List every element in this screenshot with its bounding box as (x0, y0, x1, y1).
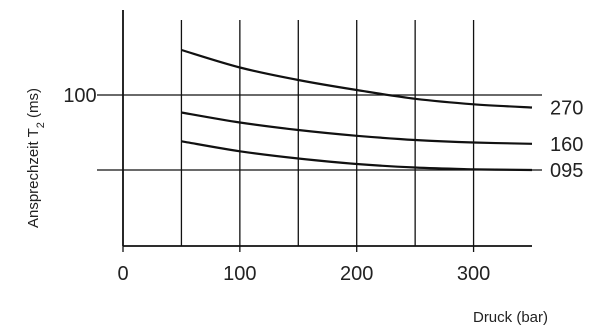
x-tick-label-200: 200 (340, 263, 373, 285)
series-line-160 (181, 111, 533, 145)
x-axis-label: Druck (bar) (473, 309, 548, 326)
series-line-095 (181, 140, 533, 172)
series-label-095: 095 (550, 160, 583, 182)
series-line-270 (181, 48, 533, 109)
grid (97, 20, 542, 246)
y-tick-label-100: 100 (63, 85, 96, 107)
x-tick-label-100: 100 (223, 263, 256, 285)
series-label-270: 270 (550, 98, 583, 120)
series-label-160: 160 (550, 134, 583, 156)
x-tick-label-0: 0 (117, 263, 128, 285)
series-lines (181, 48, 533, 172)
x-tick-label-300: 300 (457, 263, 490, 285)
y-axis-label: Ansprechzeit T2 (ms) (25, 88, 47, 228)
axes (122, 10, 532, 252)
labels: 0 100 200 300 100 270 160 095 Druck (bar) Ansprec… (25, 85, 583, 326)
